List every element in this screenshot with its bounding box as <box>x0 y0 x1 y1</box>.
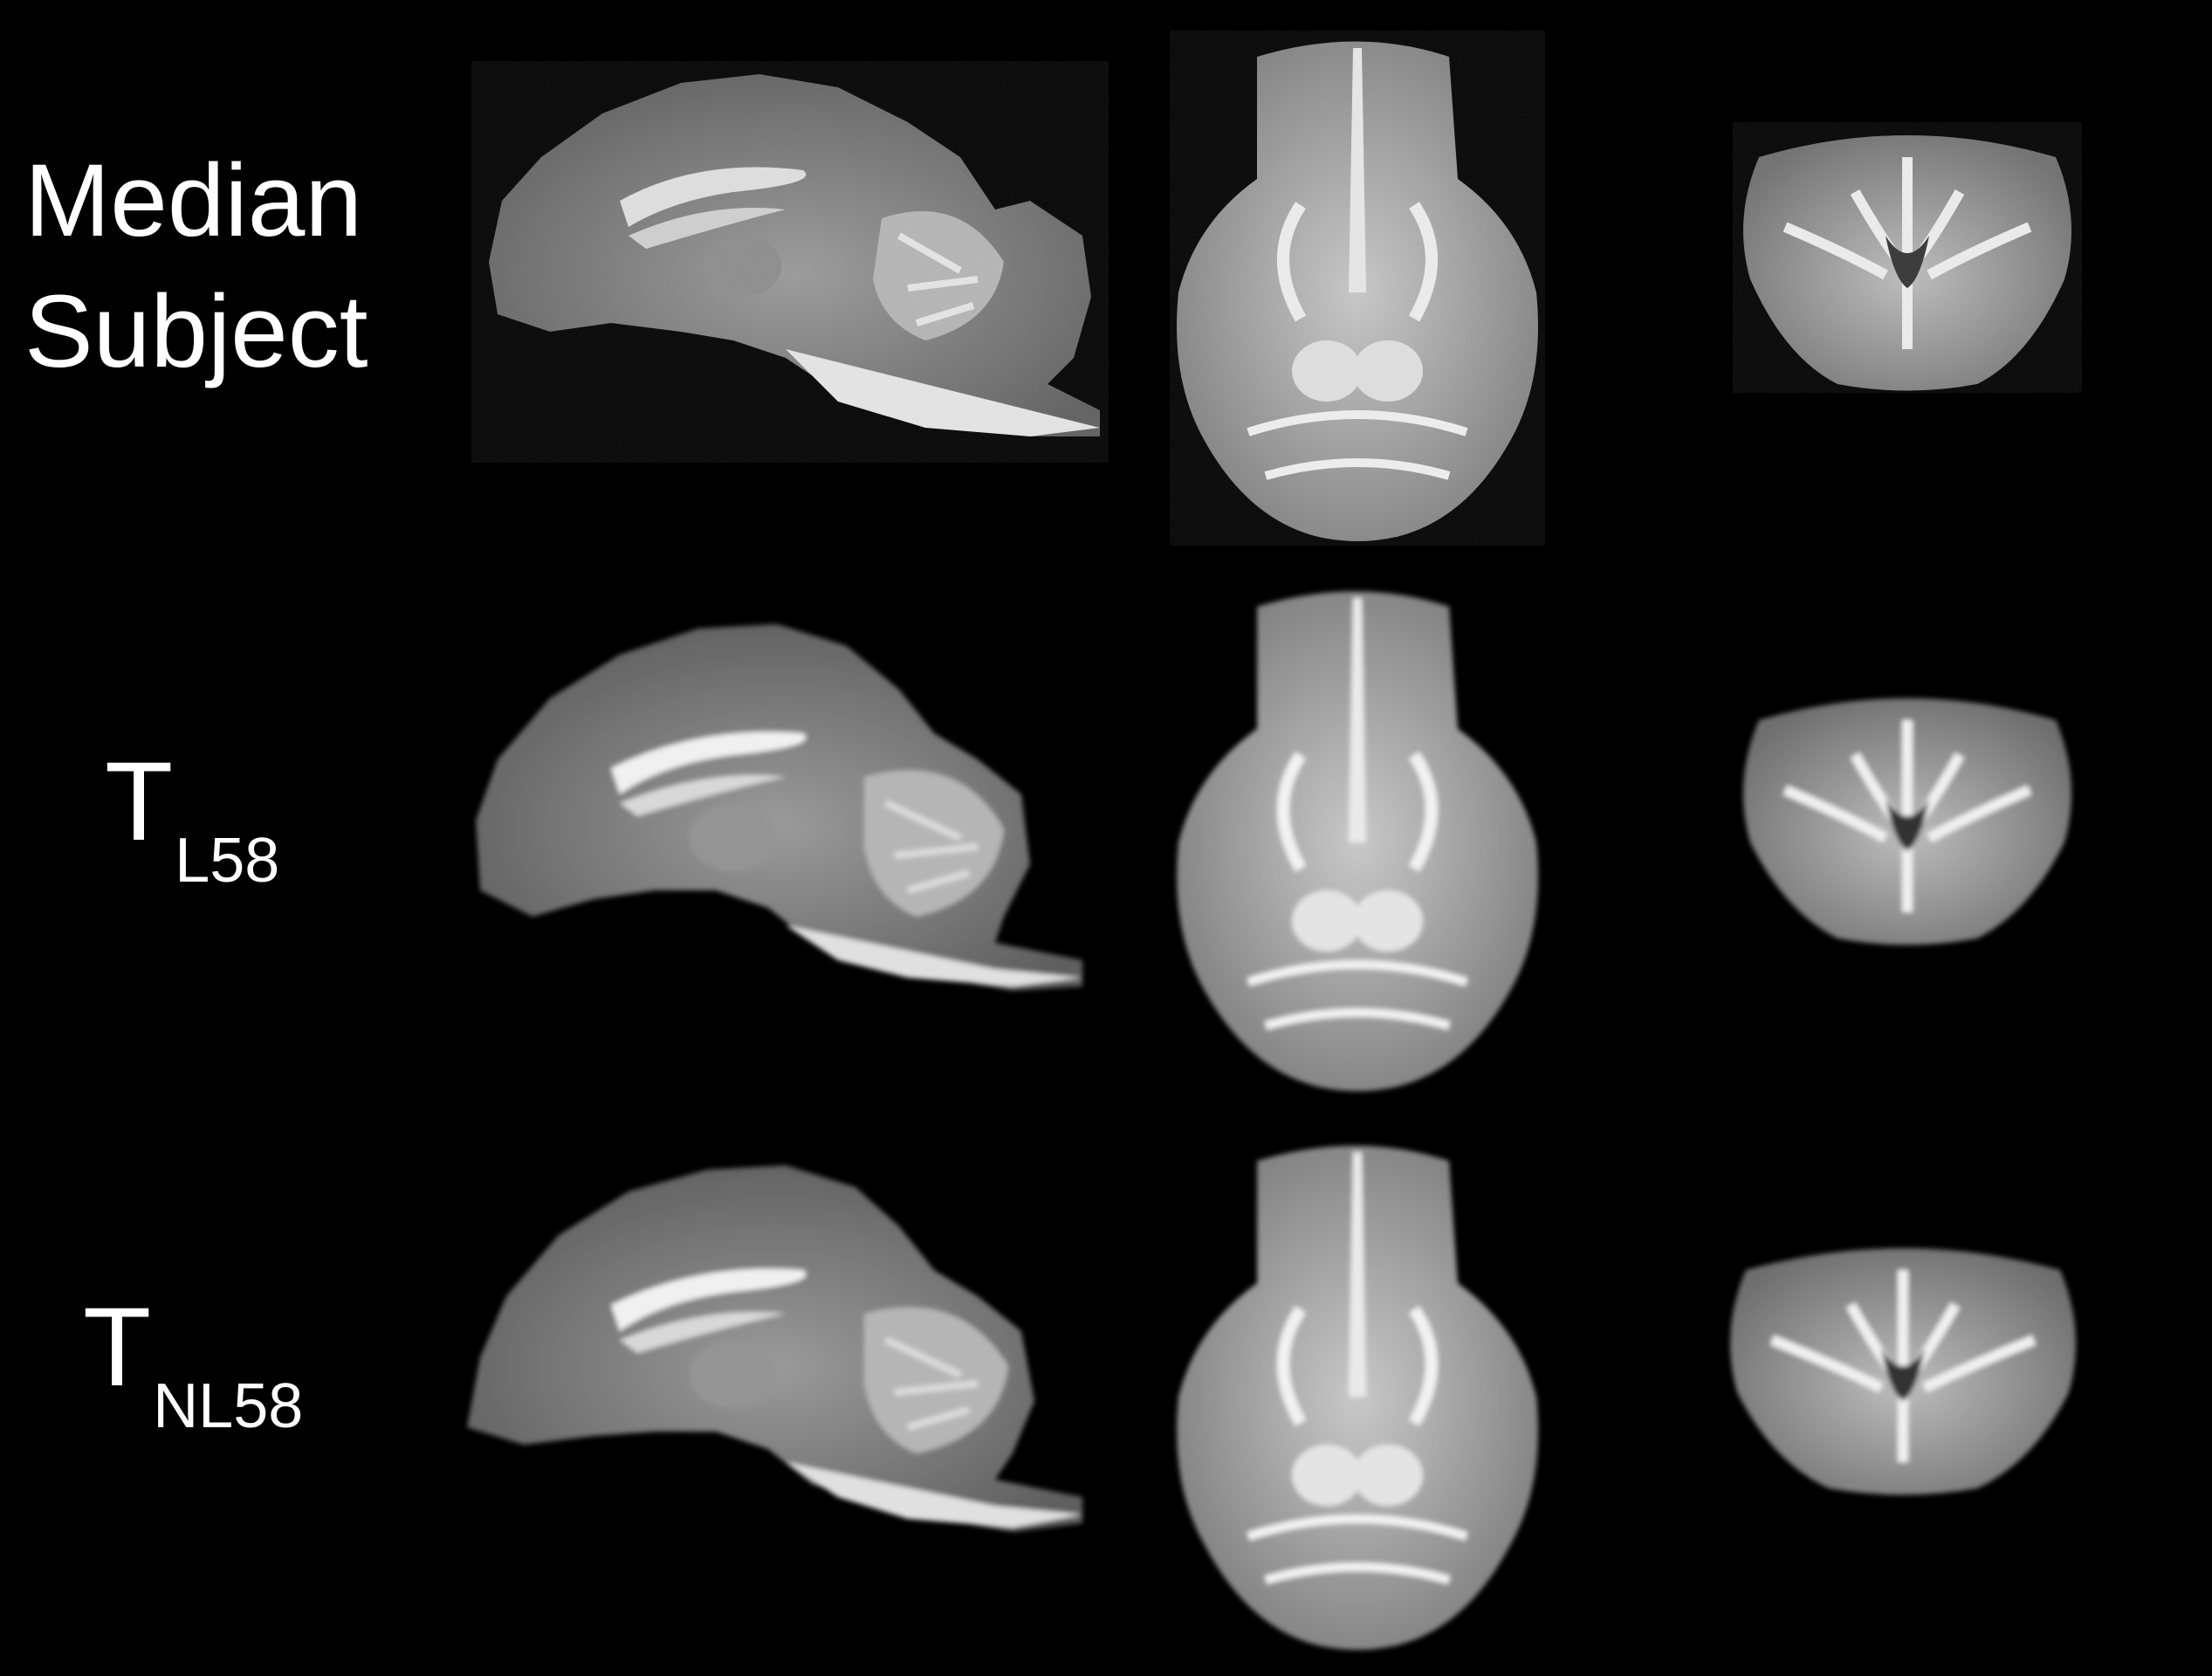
tnl58-axial-slice <box>1177 1145 1538 1650</box>
tl58-coronal-slice <box>1743 698 2071 945</box>
row-label-subscript: L58 <box>175 826 280 896</box>
row-label-subscript: NL58 <box>153 1371 304 1441</box>
row-label-median-subject: Median Subject <box>24 135 368 397</box>
tnl58-sagittal-slice <box>467 1165 1082 1532</box>
median-subject-coronal-slice <box>1733 122 2082 393</box>
row-label-tl58: TL58 <box>105 746 279 893</box>
row-label-tnl58: TNL58 <box>83 1292 303 1439</box>
row-label-main: T <box>105 739 174 864</box>
row-label-line1: Median <box>24 143 363 258</box>
row-label-line2: Subject <box>24 274 368 389</box>
median-subject-axial-slice <box>1170 31 1545 546</box>
tnl58-coronal-slice <box>1730 1248 2076 1495</box>
tl58-sagittal-slice <box>476 624 1082 991</box>
median-subject-sagittal-slice <box>471 61 1109 463</box>
row-label-main: T <box>83 1285 152 1410</box>
tl58-axial-slice <box>1177 591 1538 1091</box>
